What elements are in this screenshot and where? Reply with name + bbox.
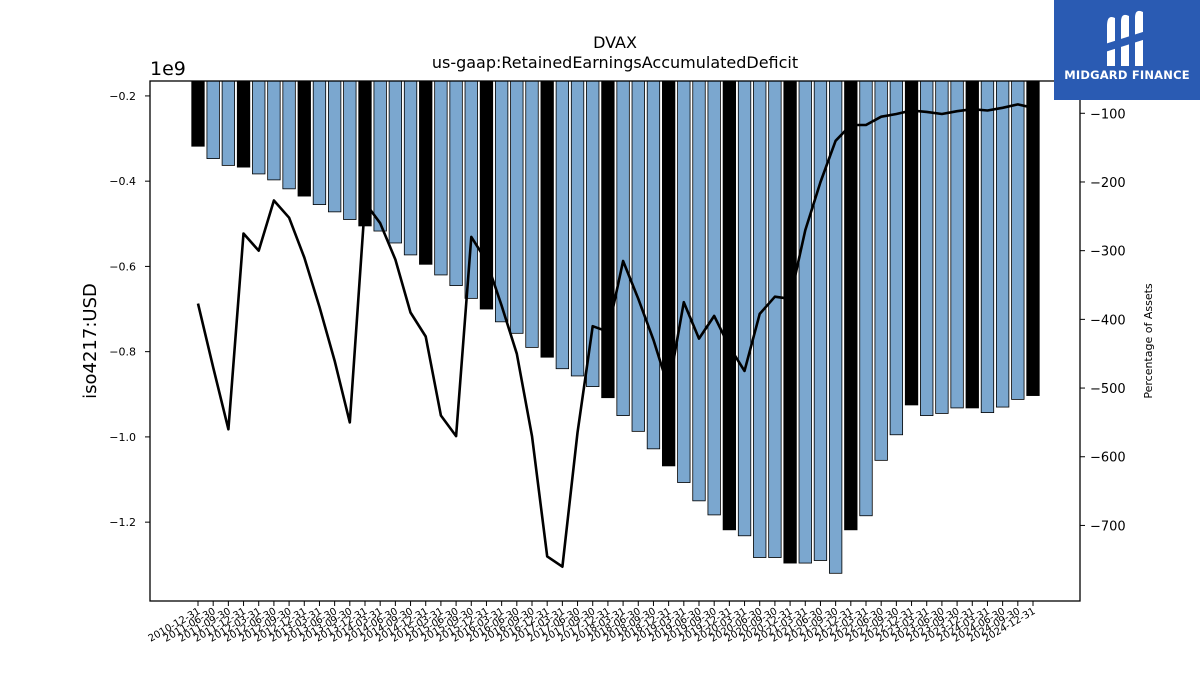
bar-2013-09-30 — [343, 80, 357, 220]
chart-subtitle: us-gaap:RetainedEarningsAccumulatedDefic… — [432, 53, 798, 72]
bar-2019-09-30 — [707, 80, 721, 516]
bar-2012-03-31 — [252, 80, 266, 175]
y2-tick-label: −600 — [1090, 451, 1126, 466]
bar-2013-03-31 — [312, 80, 327, 206]
bar-2021-12-31 — [844, 80, 858, 531]
y-offset-label: 1e9 — [150, 58, 186, 80]
bar-2021-03-31 — [798, 80, 812, 564]
y2-tick-label: −100 — [1090, 107, 1126, 122]
y2-tick-label: −700 — [1090, 519, 1126, 534]
bar-2015-03-31 — [434, 80, 448, 276]
plot-frame — [149, 80, 1081, 602]
y2-tick-label: −300 — [1090, 245, 1126, 260]
bar-2018-09-30 — [646, 80, 661, 450]
y-tick-label: −0.8 — [109, 346, 136, 359]
bar-2016-06-30 — [510, 80, 524, 334]
y2-axis-label: Percentage of Assets — [1142, 283, 1155, 399]
bar-2019-03-31 — [677, 80, 691, 483]
y2-tick-label: −400 — [1090, 313, 1126, 328]
bar-2024-12-31 — [1026, 80, 1040, 396]
y-tick-label: −1.2 — [109, 516, 136, 529]
bar-2016-09-30 — [525, 80, 539, 348]
y2-tick-label: −500 — [1090, 382, 1126, 397]
bar-2020-12-31 — [783, 80, 797, 564]
bar-2023-06-30 — [935, 80, 949, 414]
brand-name: MIDGARD FINANCE — [1064, 68, 1190, 82]
bar-2010-12-31 — [191, 80, 205, 147]
bar-2014-03-31 — [373, 80, 387, 232]
bar-2012-06-30 — [267, 80, 281, 181]
bar-2022-12-31 — [904, 80, 919, 406]
bar-2012-12-31 — [297, 80, 311, 197]
bar-2016-03-31 — [494, 80, 509, 323]
bar-2022-06-30 — [874, 80, 888, 461]
bar-2024-06-30 — [995, 80, 1010, 408]
bar-2022-09-30 — [889, 80, 904, 436]
bar-2015-09-30 — [464, 80, 478, 299]
bar-2023-09-30 — [950, 80, 964, 409]
bar-2011-09-30 — [221, 80, 236, 166]
bar-2018-12-31 — [661, 80, 676, 467]
percent-assets-line — [196, 103, 1034, 569]
y-tick-label: −0.4 — [109, 175, 136, 188]
bar-2018-06-30 — [631, 80, 645, 432]
bar-2015-06-30 — [449, 80, 463, 286]
bar-2011-06-30 — [206, 80, 220, 159]
bar-2014-12-31 — [419, 80, 433, 265]
y2-tick-label: −200 — [1090, 176, 1126, 191]
bar-2022-03-31 — [859, 80, 873, 517]
bar-2024-09-30 — [1011, 80, 1025, 400]
bar-2019-12-31 — [722, 80, 737, 531]
bar-2019-06-30 — [692, 80, 706, 502]
bar-2020-03-31 — [737, 80, 752, 537]
bar-2021-06-30 — [813, 80, 828, 561]
bar-2023-03-31 — [920, 80, 934, 416]
bar-2020-09-30 — [768, 80, 782, 558]
bar-2017-03-31 — [555, 80, 570, 370]
bar-2017-12-31 — [601, 80, 615, 399]
bar-2013-06-30 — [327, 80, 342, 213]
bar-2020-06-30 — [753, 80, 767, 558]
bar-2018-03-31 — [616, 80, 630, 416]
y-tick-label: −0.2 — [109, 90, 136, 103]
bar-2011-12-31 — [236, 80, 251, 168]
bar-2023-12-31 — [965, 80, 979, 409]
bar-2016-12-31 — [540, 80, 554, 358]
bar-2024-03-31 — [980, 80, 995, 414]
midgard-logo-icon — [1105, 10, 1149, 66]
brand-logo: MIDGARD FINANCE — [1054, 0, 1200, 100]
bar-2014-09-30 — [403, 80, 418, 256]
bar-2012-09-30 — [282, 80, 296, 190]
y-tick-label: −0.6 — [109, 260, 136, 273]
y-axis-label: iso4217:USD — [80, 283, 101, 399]
bar-2017-06-30 — [570, 80, 585, 377]
chart-title: DVAX — [593, 33, 637, 52]
bar-2014-06-30 — [388, 80, 403, 244]
bar-2017-09-30 — [586, 80, 600, 388]
y-tick-label: −1.0 — [109, 431, 136, 444]
